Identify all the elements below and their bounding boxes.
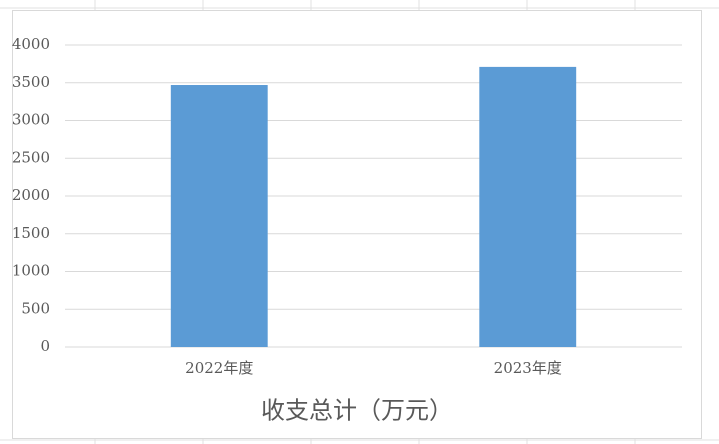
y-tick-label: 3000 bbox=[12, 111, 50, 129]
bar bbox=[170, 85, 268, 347]
y-tick-label: 0 bbox=[40, 337, 50, 355]
y-tick-label: 3500 bbox=[12, 73, 50, 91]
y-tick-label: 4000 bbox=[12, 35, 50, 53]
x-tick-label: 2023年度 bbox=[494, 359, 562, 377]
y-tick-label: 500 bbox=[21, 299, 50, 317]
bar bbox=[479, 66, 577, 348]
y-tick-label: 1000 bbox=[12, 262, 50, 280]
chart-area bbox=[12, 10, 702, 439]
y-tick-label: 2500 bbox=[12, 148, 50, 166]
chart-title: 收支总计（万元） bbox=[261, 397, 453, 425]
y-tick-label: 2000 bbox=[12, 186, 50, 204]
x-tick-label: 2022年度 bbox=[185, 359, 253, 377]
y-tick-label: 1500 bbox=[12, 224, 50, 242]
